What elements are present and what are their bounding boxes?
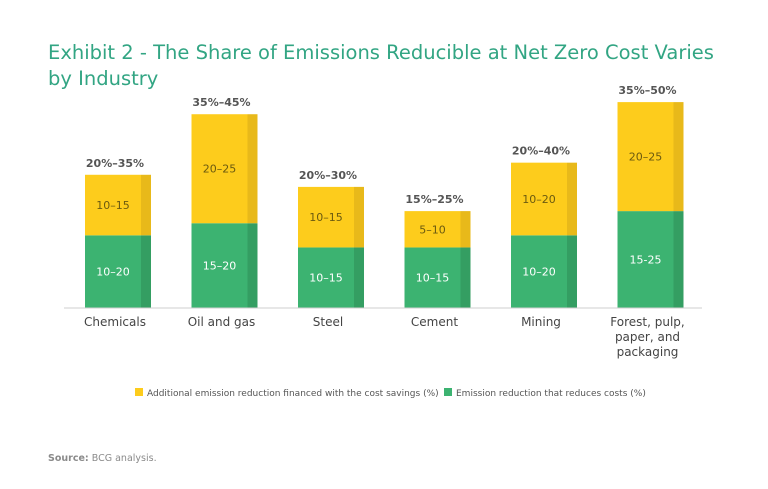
bar-segment-side-additional bbox=[247, 114, 258, 224]
bars-layer: 10–20 10–15 20%–35% 15–20 20–25 35%–45% 10–15 1… bbox=[85, 84, 684, 308]
segment-value-label: 15–20 bbox=[203, 260, 237, 273]
category-label: Mining bbox=[521, 315, 561, 329]
category-label: Chemicals bbox=[84, 315, 146, 329]
bar-segment-side-additional bbox=[460, 211, 471, 248]
chart-title: Exhibit 2 - The Share of Emissions Reduc… bbox=[48, 41, 714, 90]
legend-label: Additional emission reduction financed w… bbox=[147, 389, 439, 399]
category-label: Steel bbox=[313, 315, 343, 329]
bar-segment-side-cost-reducing bbox=[247, 223, 258, 308]
bar-segment-additional bbox=[191, 114, 248, 224]
bar-segment-cost-reducing bbox=[85, 235, 141, 308]
bar-segment-side-cost-reducing bbox=[460, 247, 471, 308]
segment-value-label: 5–10 bbox=[419, 223, 446, 236]
category-label-line: Forest, pulp, bbox=[610, 315, 684, 329]
legend-swatch bbox=[135, 388, 143, 396]
legend-label: Emission reduction that reduces costs (%… bbox=[456, 389, 646, 399]
segment-value-label: 10–15 bbox=[416, 272, 450, 285]
category-label-line: Oil and gas bbox=[188, 315, 256, 329]
bar-segment-cost-reducing bbox=[617, 211, 674, 308]
bar-segment-additional bbox=[511, 162, 567, 236]
bar-segment-side-additional bbox=[567, 162, 577, 236]
category-label-line: paper, and bbox=[615, 330, 680, 344]
bar-segment-side-additional bbox=[141, 174, 151, 236]
segment-value-label: 20–25 bbox=[629, 151, 663, 164]
segment-value-label: 15-25 bbox=[630, 254, 662, 267]
category-label: Cement bbox=[411, 315, 458, 329]
segment-value-label: 20–25 bbox=[203, 163, 237, 176]
segment-value-label: 10–20 bbox=[522, 266, 556, 279]
bar-segment-cost-reducing bbox=[298, 247, 354, 308]
bar-segment-additional bbox=[85, 174, 141, 236]
legend: Additional emission reduction financed w… bbox=[135, 388, 646, 399]
bar-segment-cost-reducing bbox=[404, 247, 461, 308]
category-label-line: Steel bbox=[313, 315, 343, 329]
segment-value-label: 10–15 bbox=[96, 199, 130, 212]
bar-segment-cost-reducing bbox=[511, 235, 567, 308]
segment-value-label: 10–20 bbox=[522, 193, 556, 206]
category-label: Oil and gas bbox=[188, 315, 256, 329]
segment-value-label: 10–15 bbox=[309, 272, 343, 285]
category-label-line: Chemicals bbox=[84, 315, 146, 329]
category-labels: Chemicals Oil and gas Steel Cement Mining For… bbox=[84, 315, 685, 359]
category-label: Forest, pulp, paper, and packaging bbox=[610, 315, 684, 359]
category-label-line: Mining bbox=[521, 315, 561, 329]
legend-swatch bbox=[444, 388, 452, 396]
segment-value-label: 10–20 bbox=[96, 266, 130, 279]
category-label-line: Cement bbox=[411, 315, 458, 329]
bar-segment-side-additional bbox=[673, 102, 684, 212]
total-range-label: 35%–45% bbox=[192, 96, 250, 109]
source-text: BCG analysis. bbox=[91, 453, 157, 464]
segment-value-label: 10–15 bbox=[309, 211, 343, 224]
total-range-label: 20%–30% bbox=[299, 169, 357, 182]
bar-segment-side-cost-reducing bbox=[354, 247, 364, 308]
bar-segment-side-cost-reducing bbox=[141, 235, 151, 308]
total-range-label: 20%–40% bbox=[512, 145, 570, 158]
bar-segment-additional bbox=[404, 211, 461, 248]
bar-segment-side-additional bbox=[354, 186, 364, 248]
bar-segment-cost-reducing bbox=[191, 223, 248, 308]
total-range-label: 35%–50% bbox=[618, 84, 676, 97]
total-range-label: 20%–35% bbox=[86, 157, 144, 170]
category-label-line: packaging bbox=[617, 345, 679, 359]
bar-segment-side-cost-reducing bbox=[567, 235, 577, 308]
total-range-label: 15%–25% bbox=[405, 193, 463, 206]
source-note: Source: BCG analysis. bbox=[48, 453, 157, 464]
bar-segment-additional bbox=[298, 186, 354, 248]
bar-segment-side-cost-reducing bbox=[673, 211, 684, 308]
bar-segment-additional bbox=[617, 102, 674, 212]
source-label: Source: bbox=[48, 453, 89, 464]
